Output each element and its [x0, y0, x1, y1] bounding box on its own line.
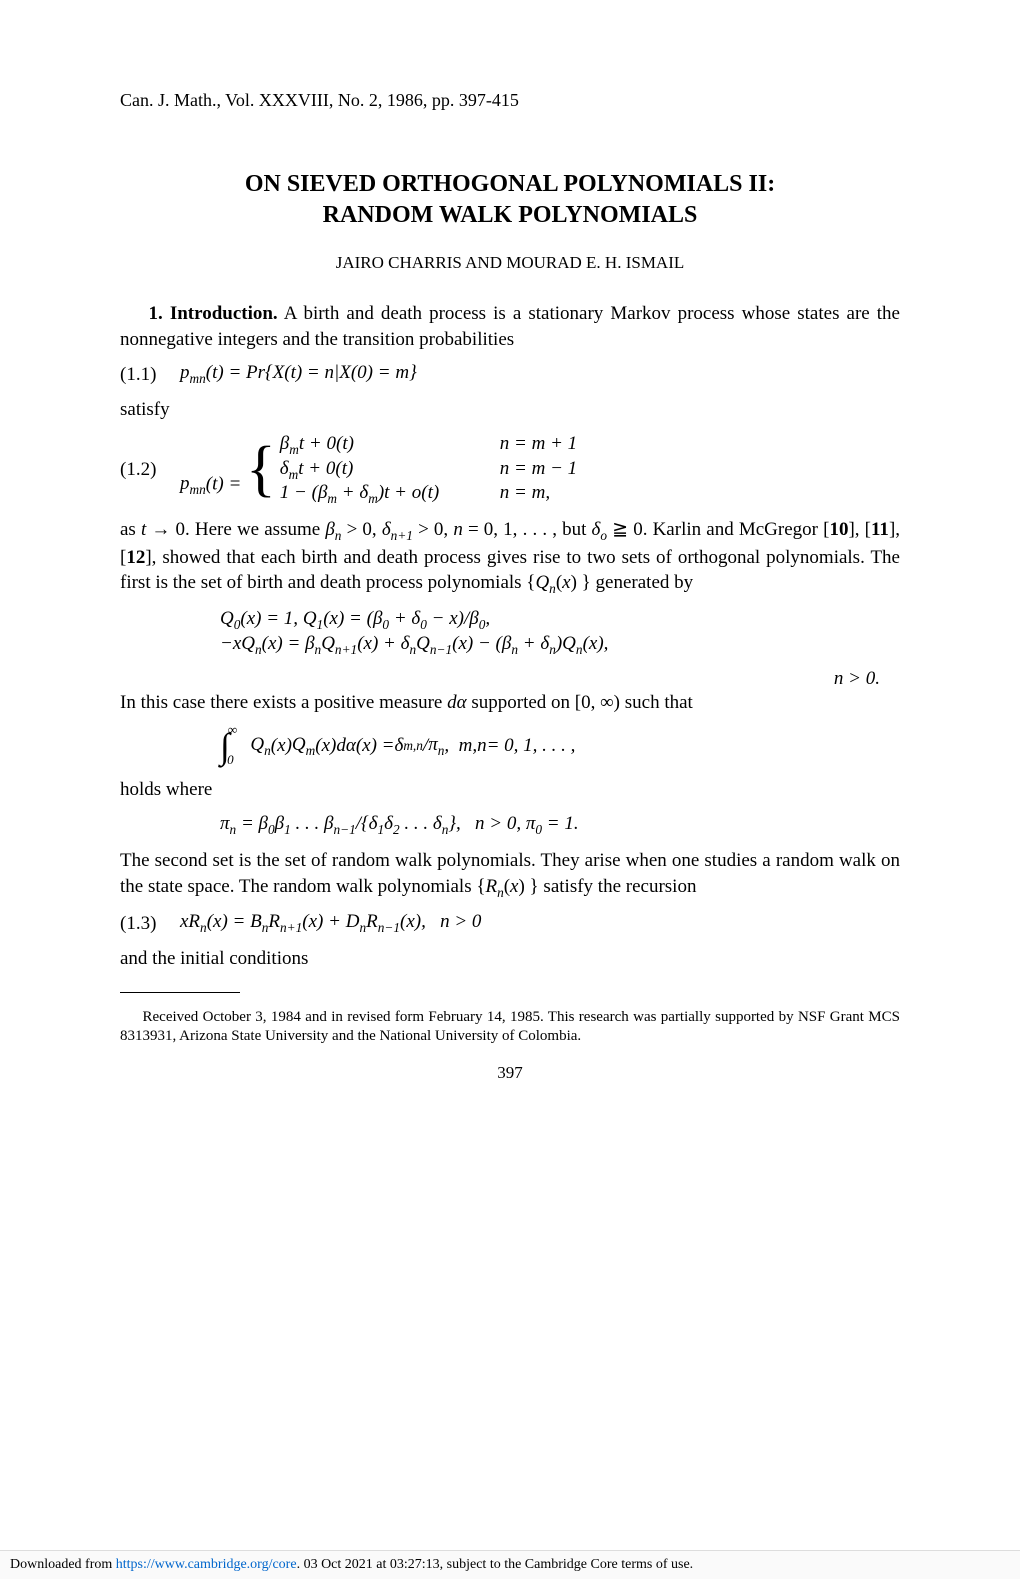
paragraph-after-1-2: as t → 0. Here we assume βn > 0, δn+1 > …	[120, 517, 900, 598]
q-eq-line-2: −xQn(x) = βnQn+1(x) + δnQn−1(x) − (βn + …	[220, 633, 900, 658]
equation-1-3: (1.3) xRn(x) = BnRn+1(x) + DnRn−1(x), n …	[120, 911, 900, 936]
case-left: βmt + 0(t)	[280, 433, 500, 458]
case-right: n = m − 1	[500, 458, 640, 483]
eq-content: xRn(x) = BnRn+1(x) + DnRn−1(x), n > 0	[180, 911, 900, 936]
download-bar: Downloaded from https://www.cambridge.or…	[0, 1550, 1020, 1579]
section-label: 1. Introduction.	[149, 303, 278, 324]
eq-number: (1.1)	[120, 364, 180, 386]
q-eq-line-1: Q0(x) = 1, Q1(x) = (β0 + δ0 − x)/β0,	[220, 608, 900, 633]
equation-1-2: (1.2) pmn(t) = { βmt + 0(t) n = m + 1 δm…	[120, 433, 900, 507]
journal-header: Can. J. Math., Vol. XXXVIII, No. 2, 1986…	[120, 90, 900, 111]
eq-content: pmn(t) = Pr{X(t) = n|X(0) = m}	[180, 362, 900, 387]
paragraph-case: In this case there exists a positive mea…	[120, 690, 900, 716]
title-line-1: ON SIEVED ORTHOGONAL POLYNOMIALS II:	[120, 171, 900, 198]
eq-number: (1.2)	[120, 459, 180, 481]
holds-where: holds where	[120, 777, 900, 803]
page-number: 397	[120, 1063, 900, 1083]
left-brace-icon: {	[246, 445, 276, 495]
download-link[interactable]: https://www.cambridge.org/core	[116, 1557, 297, 1572]
case-right: n = m,	[500, 482, 640, 507]
footnote-rule	[120, 992, 240, 993]
case-right: n = m + 1	[500, 433, 640, 458]
eq-number: (1.3)	[120, 913, 180, 935]
q-equations: Q0(x) = 1, Q1(x) = (β0 + δ0 − x)/β0, −xQ…	[220, 608, 900, 658]
footnote: Received October 3, 1984 and in revised …	[120, 1008, 900, 1047]
paragraph-second-set: The second set is the set of random walk…	[120, 848, 900, 901]
intro-paragraph: 1. Introduction. A birth and death proce…	[120, 301, 900, 352]
initial-conditions: and the initial conditions	[120, 946, 900, 972]
satisfy-text: satisfy	[120, 397, 900, 423]
download-prefix: Downloaded from	[10, 1557, 116, 1572]
title-line-2: RANDOM WALK POLYNOMIALS	[120, 202, 900, 229]
case-left: 1 − (βm + δm)t + o(t)	[280, 482, 500, 507]
q-eq-line-3: n > 0.	[120, 668, 900, 690]
pi-equation: πn = β0β1 . . . βn−1/{δ1δ2 . . . δn}, n …	[220, 813, 900, 838]
page-container: Can. J. Math., Vol. XXXVIII, No. 2, 1986…	[0, 0, 1020, 1550]
int-lower: 0	[227, 752, 234, 768]
int-upper: ∞	[228, 722, 237, 738]
download-suffix: . 03 Oct 2021 at 03:27:13, subject to th…	[297, 1557, 694, 1572]
equation-1-1: (1.1) pmn(t) = Pr{X(t) = n|X(0) = m}	[120, 362, 900, 387]
integral-equation: ∫∞0 Qn(x)Qm(x)dα(x) = δm,n/πn, m, n = 0,…	[220, 725, 900, 767]
case-left: δmt + 0(t)	[280, 458, 500, 483]
eq-content: pmn(t) = { βmt + 0(t) n = m + 1 δmt + 0(…	[180, 433, 900, 507]
authors: JAIRO CHARRIS AND MOURAD E. H. ISMAIL	[120, 253, 900, 273]
